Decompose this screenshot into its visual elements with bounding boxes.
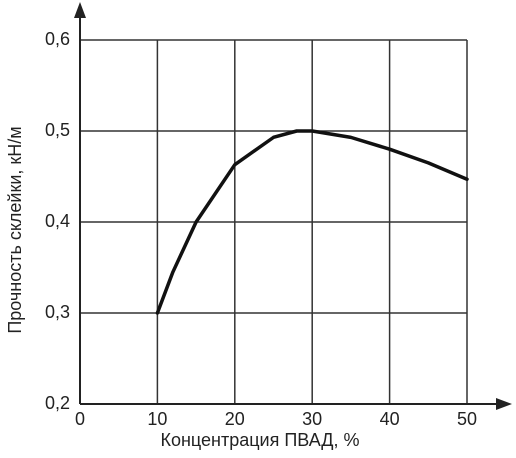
y-tick-label: 0,6	[45, 29, 70, 49]
x-tick-label: 30	[302, 409, 322, 429]
x-tick-label: 20	[225, 409, 245, 429]
x-tick-label: 40	[380, 409, 400, 429]
data-line	[155, 129, 469, 315]
x-tick-label: 50	[457, 409, 477, 429]
y-tick-label: 0,2	[45, 393, 70, 413]
x-tick-label: 0	[75, 409, 85, 429]
y-axis-label: Прочность склейки, кН/м	[5, 126, 25, 333]
x-axis-arrow	[496, 398, 512, 410]
y-tick-label: 0,4	[45, 211, 70, 231]
y-tick-label: 0,3	[45, 302, 70, 322]
y-tick-label: 0,5	[45, 120, 70, 140]
grid	[79, 39, 468, 405]
y-axis-arrow	[74, 2, 86, 18]
x-axis-label: Концентрация ПВАД, %	[160, 430, 359, 450]
x-tick-label: 10	[147, 409, 167, 429]
